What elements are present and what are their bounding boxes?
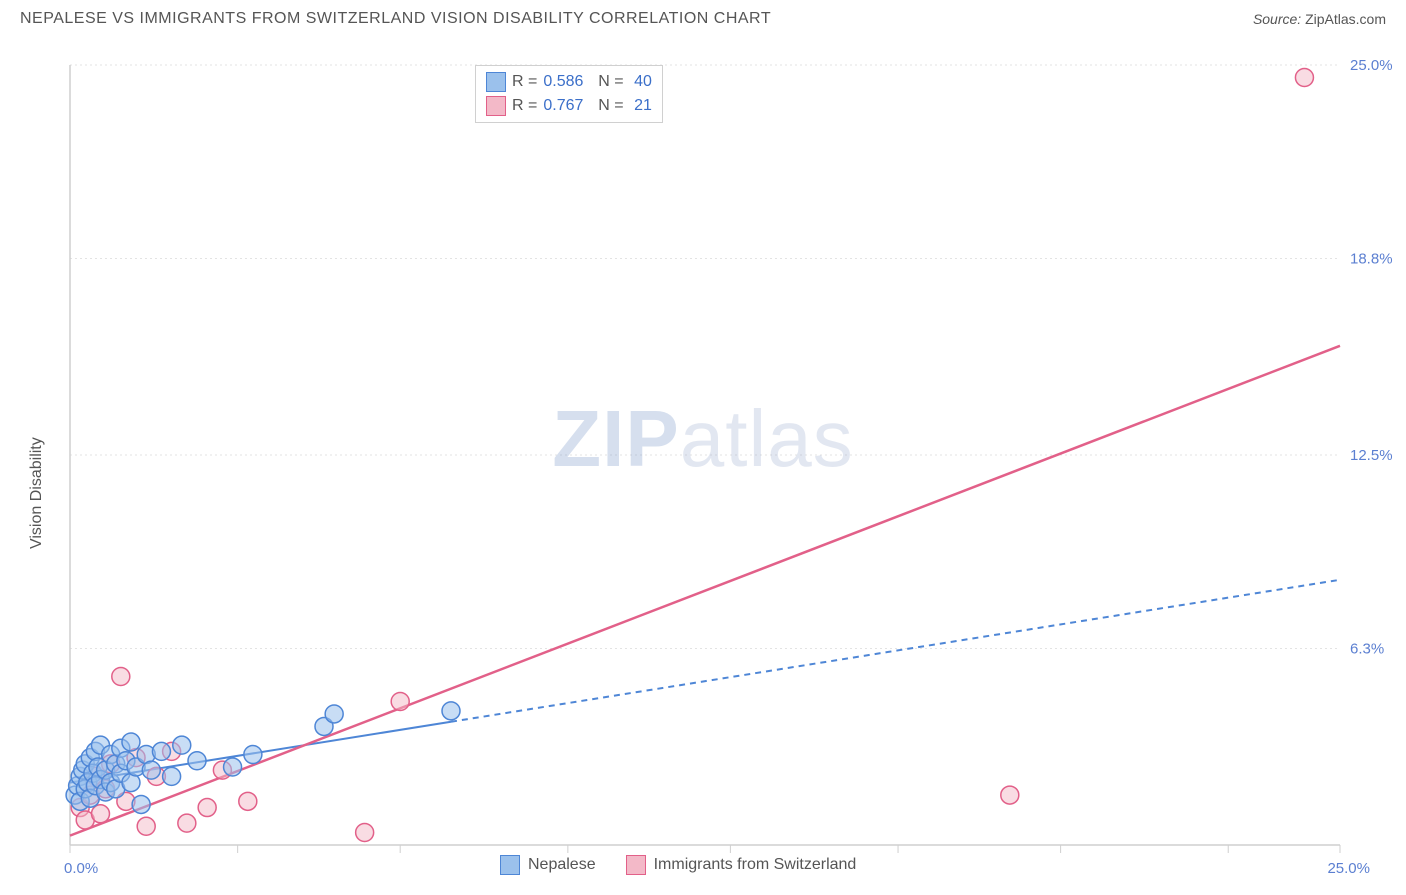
y-axis-label: Vision Disability <box>28 437 46 549</box>
series-legend: Nepalese Immigrants from Switzerland <box>500 855 856 875</box>
r-value: 0.767 <box>543 94 583 118</box>
scatter-chart-svg: 6.3% 12.5% 18.8% 25.0% 0.0% 25.0% <box>20 40 1406 895</box>
legend-swatch <box>486 96 506 116</box>
series-name: Immigrants from Switzerland <box>654 856 857 874</box>
source-name: ZipAtlas.com <box>1305 11 1386 27</box>
series-name: Nepalese <box>528 856 596 874</box>
correlation-legend: R = 0.586 N = 40R = 0.767 N = 21 <box>475 65 663 123</box>
n-label: N = <box>589 94 623 118</box>
r-label: R = <box>512 94 537 118</box>
svg-text:25.0%: 25.0% <box>1327 860 1370 877</box>
legend-swatch <box>486 72 506 92</box>
n-value: 40 <box>630 70 652 94</box>
chart-area: 6.3%12.5%18.8%25.0%0.0%25.0% ZIPatlas Vi… <box>20 40 1386 872</box>
svg-text:6.3%: 6.3% <box>1350 640 1384 657</box>
series-legend-item: Immigrants from Switzerland <box>626 855 857 875</box>
svg-text:12.5%: 12.5% <box>1350 447 1393 464</box>
legend-row: R = 0.767 N = 21 <box>486 94 652 118</box>
series-legend-item: Nepalese <box>500 855 596 875</box>
svg-text:0.0%: 0.0% <box>64 860 98 877</box>
legend-swatch <box>626 855 646 875</box>
source-label: Source: <box>1253 11 1301 27</box>
svg-text:18.8%: 18.8% <box>1350 250 1393 267</box>
source-attribution: Source: ZipAtlas.com <box>1253 11 1386 27</box>
chart-title: NEPALESE VS IMMIGRANTS FROM SWITZERLAND … <box>20 10 771 28</box>
r-label: R = <box>512 70 537 94</box>
n-value: 21 <box>630 94 652 118</box>
legend-swatch <box>500 855 520 875</box>
legend-row: R = 0.586 N = 40 <box>486 70 652 94</box>
r-value: 0.586 <box>543 70 583 94</box>
n-label: N = <box>589 70 623 94</box>
svg-text:25.0%: 25.0% <box>1350 57 1393 74</box>
